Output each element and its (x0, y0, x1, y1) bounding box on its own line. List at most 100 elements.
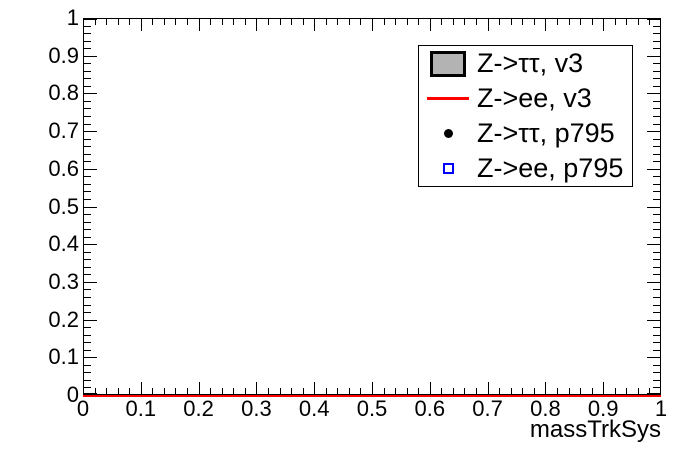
x-minor-tick (464, 388, 465, 394)
x-minor-tick (534, 388, 535, 394)
x-major-tick (660, 382, 661, 394)
legend-label: Z->ττ, v3 (477, 48, 584, 78)
y-minor-tick (653, 71, 660, 72)
y-minor-tick (84, 297, 91, 298)
x-major-tick (660, 19, 661, 31)
x-tick-label: 0.8 (530, 396, 561, 421)
y-minor-tick (653, 199, 660, 200)
x-major-tick (256, 382, 257, 394)
y-minor-tick (84, 387, 91, 388)
y-major-tick (647, 207, 660, 208)
y-tick-label: 0.3 (48, 268, 79, 294)
x-minor-tick (210, 19, 211, 25)
y-minor-tick (84, 372, 91, 373)
legend-symbol-cell (419, 163, 477, 174)
open-square-marker-icon (442, 163, 454, 174)
y-major-tick (647, 244, 660, 245)
y-minor-tick (653, 365, 660, 366)
x-minor-tick (499, 19, 500, 25)
legend-label: Z->ττ, p795 (477, 118, 615, 148)
y-minor-tick (653, 116, 660, 117)
x-tick-label: 0.6 (414, 396, 446, 421)
x-minor-tick (360, 388, 361, 394)
x-minor-tick (638, 388, 639, 394)
x-minor-tick (453, 19, 454, 25)
y-minor-tick (653, 26, 660, 27)
y-minor-tick (84, 78, 91, 79)
y-minor-tick (84, 274, 91, 275)
y-minor-tick (653, 101, 660, 102)
x-minor-tick (384, 388, 385, 394)
x-major-tick (430, 382, 431, 394)
legend-label: Z->ee, p795 (477, 153, 624, 183)
x-minor-tick (441, 388, 442, 394)
y-tick-label: 0.9 (48, 42, 79, 68)
y-minor-tick (84, 26, 91, 27)
x-major-tick (83, 19, 84, 31)
y-minor-tick (84, 222, 91, 223)
x-minor-tick (95, 388, 96, 394)
y-minor-tick (653, 108, 660, 109)
y-minor-tick (653, 154, 660, 155)
x-minor-tick (175, 19, 176, 25)
x-minor-tick (418, 19, 419, 25)
y-minor-tick (653, 297, 660, 298)
x-major-tick (372, 382, 373, 394)
x-major-tick (372, 19, 373, 31)
y-minor-tick (84, 335, 91, 336)
y-tick-label: 0.6 (48, 155, 79, 181)
y-major-tick (647, 169, 660, 170)
y-major-tick (647, 357, 660, 358)
x-minor-tick (129, 388, 130, 394)
legend-entry-ztautau-p795: Z->ττ, p795 (419, 116, 632, 151)
y-minor-tick (653, 237, 660, 238)
y-minor-tick (84, 124, 91, 125)
x-minor-tick (152, 388, 153, 394)
x-tick-label: 0.2 (183, 396, 214, 421)
x-minor-tick (557, 19, 558, 25)
y-minor-tick (84, 48, 91, 49)
x-minor-tick (649, 388, 650, 394)
x-minor-tick (395, 388, 396, 394)
filled-circle-marker-icon (443, 129, 453, 138)
x-major-tick (603, 382, 604, 394)
x-minor-tick (522, 388, 523, 394)
y-major-tick (647, 320, 660, 321)
x-minor-tick (534, 19, 535, 25)
y-minor-tick (653, 161, 660, 162)
x-major-tick (430, 19, 431, 31)
y-minor-tick (653, 139, 660, 140)
legend-box: Z->ττ, v3 Z->ee, v3 Z->ττ, p795 Z->ee, p… (418, 45, 633, 187)
y-minor-tick (84, 101, 91, 102)
x-tick-label: 0.9 (587, 396, 619, 421)
y-minor-tick (84, 267, 91, 268)
x-minor-tick (175, 388, 176, 394)
y-major-tick (647, 393, 660, 394)
y-minor-tick (84, 71, 91, 72)
x-minor-tick (222, 388, 223, 394)
y-minor-tick (653, 335, 660, 336)
y-minor-tick (84, 289, 91, 290)
x-minor-tick (222, 19, 223, 25)
x-minor-tick (106, 19, 107, 25)
x-minor-tick (303, 19, 304, 25)
y-minor-tick (653, 267, 660, 268)
y-minor-tick (84, 63, 91, 64)
y-minor-tick (653, 86, 660, 87)
y-tick-label: 0.8 (48, 80, 79, 106)
x-minor-tick (233, 19, 234, 25)
y-tick-label: 0.5 (48, 193, 79, 219)
x-major-tick (314, 19, 315, 31)
x-tick-label: 0 (76, 396, 90, 421)
y-minor-tick (653, 259, 660, 260)
x-minor-tick (164, 19, 165, 25)
x-tick-label: 0.7 (472, 396, 503, 421)
y-minor-tick (84, 154, 91, 155)
legend-entry-zee-p795: Z->ee, p795 (419, 151, 632, 186)
x-minor-tick (615, 19, 616, 25)
y-minor-tick (653, 146, 660, 147)
y-minor-tick (653, 342, 660, 343)
x-major-tick (256, 19, 257, 31)
y-minor-tick (84, 312, 91, 313)
